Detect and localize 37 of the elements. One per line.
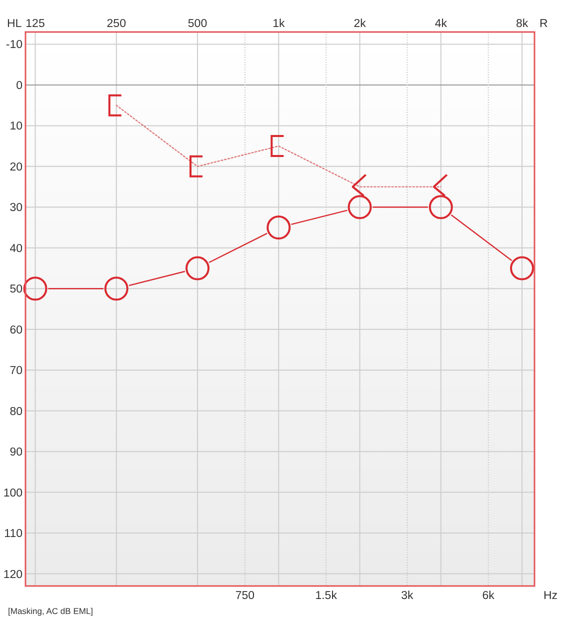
y-tick-label: 70: [10, 365, 22, 378]
x-tick-label: 125: [26, 18, 45, 30]
point: [510, 256, 534, 280]
x-tick-label: 500: [188, 18, 208, 30]
x-tick-label: 250: [106, 18, 126, 30]
point: [186, 256, 210, 280]
y-tick-label: 90: [10, 446, 22, 459]
x-tick-label: 8k: [516, 18, 528, 30]
y-axis-title: HL: [7, 18, 22, 30]
y-tick-label: 40: [10, 242, 22, 255]
point: [348, 195, 372, 220]
ref-line-label: 750: [235, 590, 255, 602]
y-tick-label: 50: [10, 284, 22, 296]
text: [Masking, AC dB EML]: [8, 606, 94, 616]
line-series: [116, 104, 442, 188]
y-tick-label: 20: [10, 161, 22, 174]
y-tick-label: 60: [10, 324, 22, 336]
x-axis-title: Hz: [544, 590, 558, 602]
y-tick-label: 100: [3, 487, 22, 500]
y-tick-label: 0: [16, 80, 22, 92]
point: [428, 195, 453, 220]
y-tick-label: 120: [3, 568, 22, 581]
x-tick-label: 2k: [354, 18, 366, 30]
ref-line-label: 3k: [401, 590, 414, 602]
point: [23, 276, 48, 301]
ref-line-label: 1.5k: [315, 590, 338, 602]
y-tick-label: 10: [10, 120, 22, 133]
point: [266, 216, 291, 240]
x-tick-label: 1k: [272, 18, 285, 30]
x-tick-label: 4k: [434, 18, 448, 30]
y-tick-label: 30: [10, 202, 22, 214]
point: [104, 276, 128, 301]
ref-line-label: 6k: [482, 590, 495, 602]
y-tick-label: 110: [4, 528, 22, 540]
y-tick-label: 80: [10, 406, 22, 418]
text: R: [540, 18, 548, 30]
y-tick-label: -10: [6, 39, 22, 52]
